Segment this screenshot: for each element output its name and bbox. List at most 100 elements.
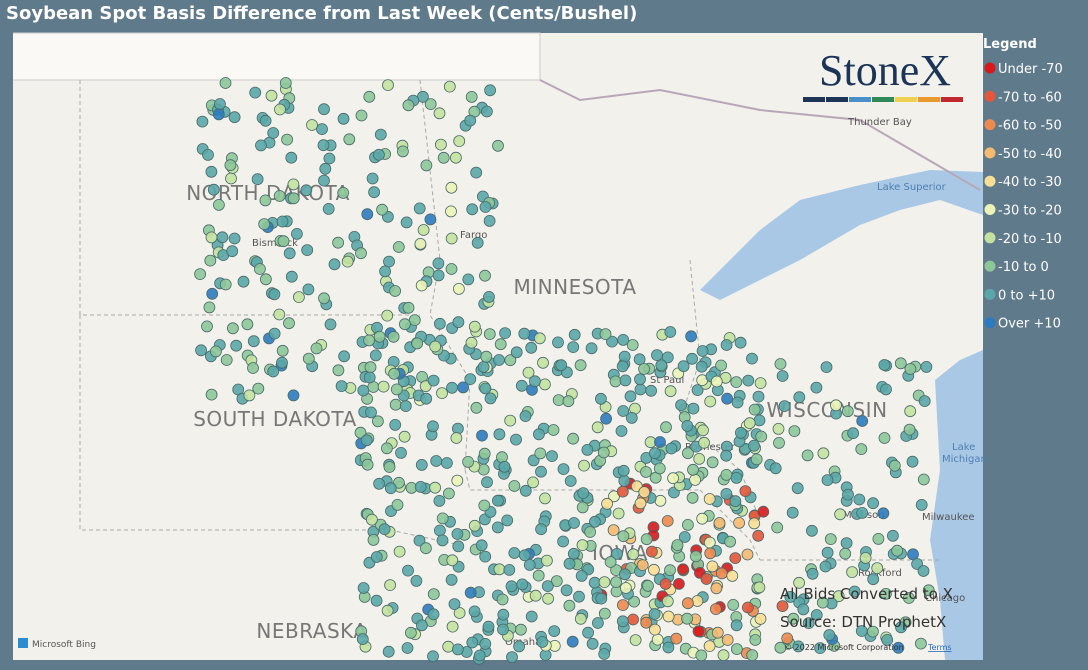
bid-point	[401, 642, 414, 654]
legend-label: -40 to -30	[998, 175, 1062, 190]
bid-point	[774, 358, 787, 370]
bid-point	[212, 108, 225, 121]
bid-point	[247, 335, 260, 348]
bid-point	[249, 86, 262, 99]
bid-point	[427, 374, 440, 387]
bid-point	[523, 559, 536, 571]
bid-point	[253, 263, 266, 275]
bid-point	[586, 637, 599, 650]
bid-point	[302, 352, 315, 365]
bid-point	[773, 436, 785, 449]
bid-point	[742, 374, 755, 387]
bid-point	[778, 400, 791, 413]
legend-title: Legend	[983, 37, 1037, 52]
bid-point	[917, 473, 930, 486]
bid-point	[735, 426, 747, 439]
bid-point	[424, 98, 437, 110]
bid-point	[451, 643, 464, 656]
bid-point	[267, 127, 280, 139]
bid-point	[384, 482, 397, 495]
bid-point	[360, 434, 373, 447]
bid-point	[506, 651, 518, 663]
bid-point	[389, 285, 402, 297]
bid-point	[255, 139, 267, 152]
bid-point	[617, 333, 630, 346]
bid-point	[906, 455, 919, 468]
bid-point	[730, 376, 743, 389]
bid-point	[640, 616, 653, 629]
bid-point	[518, 327, 531, 340]
bid-point	[380, 442, 393, 455]
bid-point	[204, 254, 217, 267]
bid-point	[731, 396, 744, 409]
bid-point	[729, 495, 742, 508]
bid-point	[285, 151, 298, 164]
legend-swatch	[984, 175, 996, 187]
bid-point	[589, 515, 601, 528]
bid-point	[429, 340, 442, 353]
bid-point	[355, 247, 367, 260]
bid-point	[273, 308, 286, 321]
bid-point	[720, 487, 733, 500]
bid-point	[741, 548, 754, 561]
bid-point	[279, 77, 292, 89]
bid-point	[848, 585, 861, 598]
bid-point	[878, 359, 891, 371]
bid-point	[661, 595, 674, 608]
bid-point	[402, 564, 414, 577]
bid-point	[319, 162, 332, 175]
bid-point	[903, 423, 916, 436]
bid-point	[493, 428, 506, 441]
bid-point	[481, 476, 493, 489]
bid-point	[216, 231, 229, 244]
bid-point	[661, 515, 674, 527]
bid-point	[788, 425, 801, 438]
bid-point	[550, 575, 563, 587]
bid-point	[871, 562, 884, 574]
bid-point	[427, 650, 439, 663]
bid-point	[816, 596, 829, 609]
bid-point	[515, 379, 528, 392]
bid-point	[867, 625, 879, 638]
bid-point	[757, 505, 770, 518]
bid-point	[363, 334, 376, 347]
bid-point	[915, 498, 928, 511]
bid-point	[373, 477, 386, 490]
terms-link[interactable]: Terms	[927, 643, 952, 652]
bid-point	[720, 449, 733, 462]
bid-point	[496, 451, 508, 464]
bid-point	[814, 642, 826, 654]
bid-point	[606, 335, 618, 348]
bid-point	[689, 473, 701, 486]
bid-point	[892, 641, 905, 654]
bid-point	[290, 227, 303, 240]
bid-point	[686, 352, 698, 365]
bid-point	[533, 332, 546, 345]
bid-point	[917, 565, 930, 577]
bid-point	[670, 632, 683, 645]
bid-point	[634, 383, 647, 396]
bid-point	[617, 530, 630, 543]
bid-point	[654, 494, 667, 507]
bid-point	[541, 554, 553, 567]
bid-point	[677, 360, 690, 373]
bid-point	[519, 484, 532, 497]
bid-point	[552, 336, 564, 349]
bid-point	[202, 148, 214, 161]
bid-point	[302, 283, 315, 296]
bid-point	[665, 442, 678, 455]
bid-point	[600, 412, 612, 425]
bid-point	[720, 468, 733, 481]
bid-point	[617, 599, 629, 611]
bid-point	[604, 556, 617, 568]
bid-point	[748, 403, 761, 416]
bid-point	[201, 320, 213, 333]
bid-point	[542, 592, 554, 605]
bid-point	[318, 103, 330, 116]
bid-point	[690, 550, 702, 563]
bid-point	[774, 641, 787, 654]
bid-point	[415, 619, 428, 632]
bid-point	[536, 636, 549, 648]
bid-point	[251, 173, 264, 186]
bid-point	[824, 533, 837, 545]
